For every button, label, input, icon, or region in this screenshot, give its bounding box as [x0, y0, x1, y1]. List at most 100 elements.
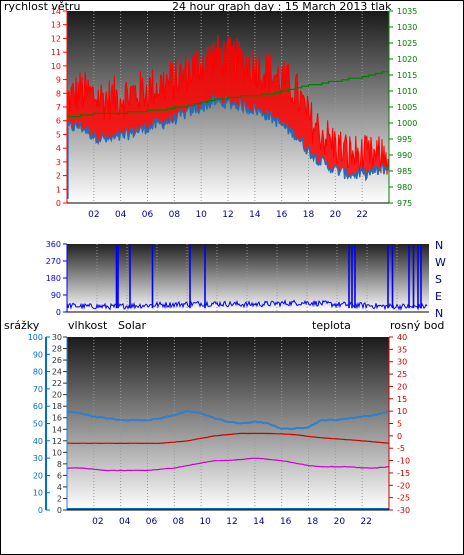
climate-panel-series: [66, 409, 390, 510]
direction-panel-grid: [96, 244, 398, 312]
wind-tick-label: 3: [56, 158, 61, 167]
humidity-tick-label: 6: [57, 471, 62, 480]
humidity-tick-label: 0: [57, 506, 62, 515]
rain-tick-label: 30: [33, 454, 43, 463]
humidity-tick-label: 18: [52, 402, 62, 411]
rain-label: srážky: [4, 319, 40, 332]
humidity-tick-label: 30: [52, 333, 62, 342]
temperature-tick-label: -30: [397, 506, 410, 515]
rain-tick-label: 70: [33, 385, 43, 394]
humidity-tick-label: 24: [52, 368, 62, 377]
temperature-tick-label: 40: [397, 333, 407, 342]
x-tick-label: 04: [115, 210, 127, 220]
x-tick-label: 02: [88, 210, 99, 220]
direction-tick-label: 180: [46, 274, 61, 283]
temperature-tick-label: -10: [397, 457, 410, 466]
humidity-tick-label: 4: [57, 483, 62, 492]
pressure-tick-label: 1010: [397, 87, 417, 96]
direction-tick-label: 90: [51, 291, 61, 300]
direction-tick-label: 0: [56, 308, 61, 317]
rain-tick-label: 60: [33, 402, 43, 411]
x-tick-label: 02: [92, 517, 103, 527]
wind-tick-label: 7: [56, 103, 61, 112]
wind-direction-line: [66, 299, 428, 311]
compass-label: N: [435, 239, 443, 252]
humidity-label: vlhkost: [68, 319, 108, 332]
x-tick-label: 10: [195, 210, 207, 220]
rain-tick-label: 80: [33, 368, 43, 377]
x-tick-label: 08: [169, 210, 181, 220]
temperature-tick-label: 10: [397, 407, 407, 416]
x-tick-label: 22: [360, 517, 371, 527]
direction-tick-label: 270: [46, 257, 61, 266]
rain-tick-label: 20: [33, 471, 43, 480]
pressure-tick-label: 975: [397, 199, 412, 208]
climate-panel-axes: 0102030405060708090100024681012141618202…: [28, 333, 410, 527]
temperature-tick-label: 20: [397, 382, 407, 391]
x-tick-label: 20: [334, 517, 346, 527]
pressure-tick-label: 995: [397, 135, 412, 144]
rain-tick-label: 90: [33, 350, 43, 359]
x-tick-label: 18: [303, 210, 315, 220]
temperature-line: [67, 432, 390, 445]
x-tick-label: 18: [307, 517, 319, 527]
humidity-tick-label: 20: [52, 391, 62, 400]
temperature-tick-label: 15: [397, 395, 407, 404]
x-tick-label: 06: [142, 210, 154, 220]
humidity-tick-label: 12: [52, 437, 62, 446]
wind-speed-label: rychlost větru: [4, 0, 80, 13]
direction-panel-series: [66, 244, 428, 311]
wind-tick-label: 9: [56, 76, 61, 85]
temperature-tick-label: -15: [397, 469, 410, 478]
humidity-tick-label: 16: [52, 414, 62, 423]
wind-gust-band: [67, 34, 389, 180]
pressure-tick-label: 990: [397, 151, 412, 160]
x-tick-label: 14: [253, 517, 265, 527]
solar-label: Solar: [118, 319, 147, 332]
wind-tick-label: 12: [51, 34, 61, 43]
dewpoint-line: [66, 457, 389, 472]
humidity-tick-label: 22: [52, 379, 62, 388]
x-tick-label: 22: [356, 210, 367, 220]
pressure-tick-label: 1015: [397, 71, 417, 80]
wind-tick-label: 2: [56, 172, 61, 181]
x-tick-label: 10: [199, 517, 211, 527]
pressure-label: tlak: [371, 0, 392, 13]
temperature-tick-label: 25: [397, 370, 407, 379]
x-tick-label: 12: [226, 517, 237, 527]
x-tick-label: 06: [146, 517, 158, 527]
pressure-tick-label: 980: [397, 183, 412, 192]
pressure-tick-label: 1035: [397, 7, 417, 16]
wind-tick-label: 0: [56, 199, 61, 208]
wind-tick-label: 8: [56, 89, 61, 98]
wind-tick-label: 5: [56, 130, 61, 139]
wind-tick-label: 10: [51, 62, 61, 71]
compass-label: E: [435, 290, 442, 303]
rain-tick-label: 0: [38, 506, 43, 515]
pressure-tick-label: 1005: [397, 103, 417, 112]
rain-tick-label: 50: [33, 420, 43, 429]
rain-tick-label: 40: [33, 437, 43, 446]
temperature-tick-label: 0: [397, 432, 402, 441]
humidity-tick-label: 2: [57, 494, 62, 503]
wind-tick-label: 6: [56, 117, 61, 126]
x-tick-label: 14: [249, 210, 261, 220]
temperature-tick-label: 35: [397, 345, 407, 354]
temperature-tick-label: 30: [397, 358, 407, 367]
humidity-tick-label: 10: [52, 448, 62, 457]
x-tick-label: 12: [222, 210, 233, 220]
compass-label: W: [435, 256, 446, 269]
pressure-tick-label: 1030: [397, 23, 417, 32]
wind-max-line: [66, 34, 390, 178]
pressure-tick-label: 1000: [397, 119, 417, 128]
pressure-tick-label: 1020: [397, 55, 417, 64]
chart-title: 24 hour graph day : 15 March 2013: [172, 0, 367, 13]
temperature-tick-label: -20: [397, 481, 410, 490]
temperature-tick-label: -5: [397, 444, 405, 453]
temperature-tick-label: 5: [397, 420, 402, 429]
compass-label: N: [435, 307, 443, 320]
x-tick-label: 16: [276, 210, 288, 220]
